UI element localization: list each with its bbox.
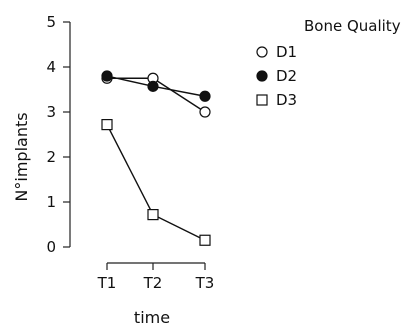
legend-title: Bone Quality <box>304 17 401 35</box>
x-tick-label: T3 <box>195 274 215 292</box>
y-tick-label: 2 <box>46 148 56 166</box>
data-point-d3 <box>147 209 159 221</box>
data-point-d3 <box>101 118 113 131</box>
series-d1 <box>101 72 211 118</box>
legend-marker <box>256 46 268 58</box>
x-axis: T1 T2 T3 <box>97 262 215 292</box>
data-point-d2 <box>101 70 113 82</box>
legend-marker <box>256 70 268 82</box>
y-axis: 0 1 2 3 4 5 <box>46 13 71 256</box>
data-point-d2 <box>147 80 159 92</box>
legend-label: D1 <box>276 43 297 61</box>
legend-item-d2: D2 <box>256 67 297 85</box>
legend-marker <box>256 94 268 106</box>
y-tick-label: 1 <box>46 193 56 211</box>
y-tick-label: 4 <box>46 58 56 76</box>
legend-label: D3 <box>276 91 297 109</box>
y-tick-label: 3 <box>46 103 56 121</box>
legend: Bone Quality D1 D2 D3 <box>256 17 401 109</box>
data-point-d1 <box>199 106 211 118</box>
data-point-d3 <box>199 234 211 246</box>
legend-item-d1: D1 <box>256 43 297 61</box>
x-axis-title: time <box>134 308 170 325</box>
data-point-d2 <box>199 90 211 102</box>
y-tick-label: 5 <box>46 13 56 31</box>
series-d2 <box>101 70 211 102</box>
x-tick-label: T1 <box>97 274 117 292</box>
y-axis-title: N°implants <box>12 112 31 201</box>
series-line-d3 <box>106 124 206 241</box>
y-tick-label: 0 <box>46 238 56 256</box>
series-d3 <box>101 118 211 246</box>
x-tick-label: T2 <box>143 274 163 292</box>
series-layer <box>101 70 211 246</box>
legend-label: D2 <box>276 67 297 85</box>
legend-item-d3: D3 <box>256 91 297 109</box>
